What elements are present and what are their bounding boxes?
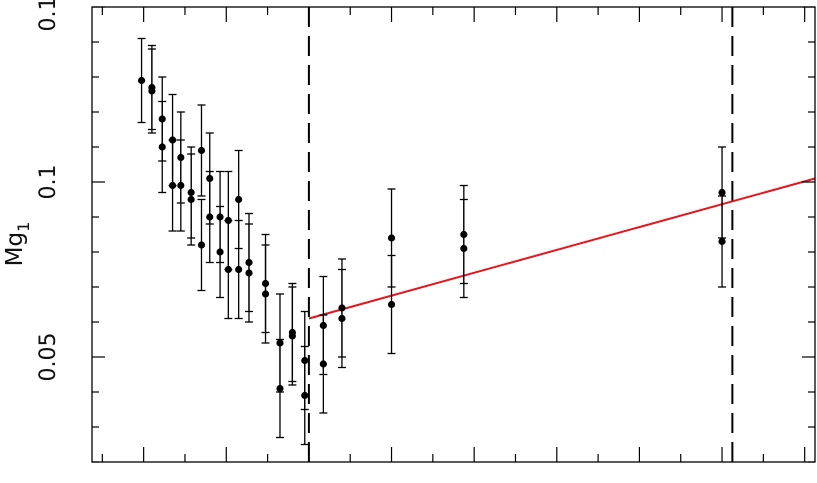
svg-text:Mg1: Mg1 bbox=[2, 222, 33, 267]
vertical-dashed-lines bbox=[307, 7, 734, 462]
data-point bbox=[168, 181, 177, 190]
data-point bbox=[718, 188, 726, 197]
y-tick-label: 0.15 bbox=[36, 0, 61, 31]
data-point bbox=[187, 195, 195, 204]
data-point bbox=[224, 216, 232, 225]
data-point bbox=[235, 195, 243, 204]
y-axis-ticks: 0.05 0.1 0.15 bbox=[36, 0, 815, 463]
error-bars bbox=[137, 37, 727, 446]
data-point bbox=[168, 136, 177, 144]
data-point bbox=[197, 146, 206, 155]
x-axis-ticks bbox=[101, 7, 806, 462]
data-point bbox=[460, 230, 468, 239]
fit-line-group bbox=[308, 177, 816, 320]
y-axis-label-subscript: 1 bbox=[14, 222, 33, 232]
data-point bbox=[137, 76, 146, 85]
data-point bbox=[319, 360, 327, 368]
axes bbox=[91, 6, 816, 463]
data-point bbox=[177, 181, 185, 190]
data-point bbox=[718, 237, 726, 246]
y-axis-label-text: Mg bbox=[2, 232, 28, 266]
y-tick-label: 0.1 bbox=[36, 165, 61, 200]
data-point bbox=[206, 213, 214, 221]
data-point bbox=[216, 213, 224, 221]
data-point bbox=[187, 188, 195, 197]
data-point bbox=[158, 143, 166, 151]
data-point bbox=[387, 300, 396, 309]
data-point bbox=[245, 269, 253, 277]
data-point bbox=[177, 153, 185, 162]
data-point bbox=[148, 87, 156, 95]
data-point bbox=[338, 304, 346, 312]
data-points bbox=[137, 76, 726, 400]
y-axis-label: Mg1 bbox=[2, 222, 33, 267]
data-point bbox=[288, 332, 296, 340]
data-point bbox=[276, 384, 284, 393]
data-point bbox=[460, 244, 468, 253]
data-point bbox=[197, 241, 206, 249]
data-point bbox=[224, 265, 232, 274]
data-point bbox=[216, 248, 224, 256]
fit-line bbox=[308, 177, 816, 320]
data-point bbox=[301, 391, 309, 400]
data-point bbox=[261, 279, 270, 288]
data-point bbox=[158, 115, 166, 123]
data-point bbox=[206, 174, 214, 183]
y-tick-label: 0.05 bbox=[36, 333, 61, 382]
data-point bbox=[235, 265, 243, 274]
data-point bbox=[276, 339, 284, 347]
data-point bbox=[319, 321, 327, 330]
plot-frame bbox=[91, 6, 816, 463]
data-point bbox=[261, 290, 270, 298]
data-point bbox=[338, 314, 346, 323]
data-point bbox=[387, 234, 396, 242]
data-point bbox=[245, 258, 253, 267]
data-point bbox=[301, 356, 309, 365]
